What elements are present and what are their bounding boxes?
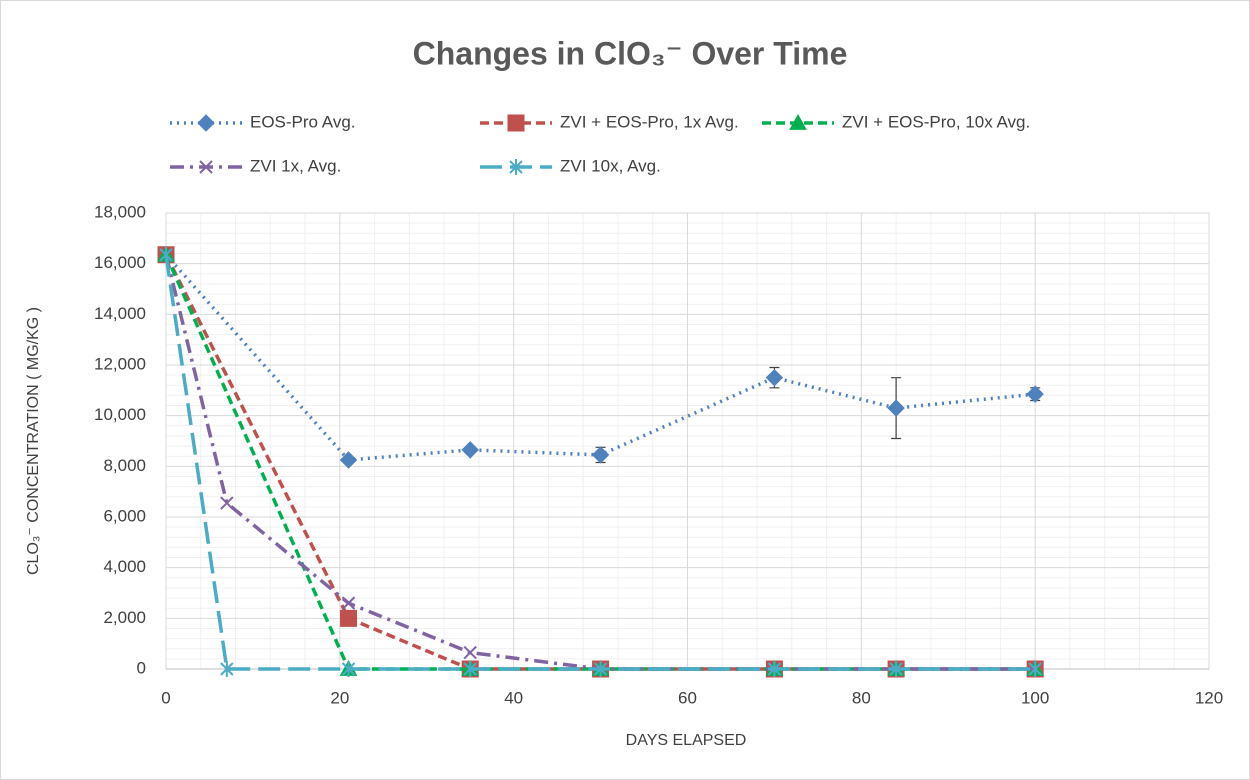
legend-marker <box>197 114 215 132</box>
marker <box>159 246 173 263</box>
marker <box>593 661 608 677</box>
marker <box>220 496 234 510</box>
x-tick-label: 0 <box>161 688 170 707</box>
x-tick-label: 100 <box>1021 688 1049 707</box>
x-tick-label: 20 <box>330 688 349 707</box>
legend-label: ZVI 1x, Avg. <box>250 156 341 175</box>
marker <box>341 596 356 610</box>
legend-label: EOS-Pro Avg. <box>250 112 356 131</box>
marker <box>461 441 479 459</box>
x-tick-label: 80 <box>852 688 871 707</box>
marker <box>220 661 234 677</box>
chart-title: Changes in ClO₃⁻ Over Time <box>413 35 848 71</box>
marker <box>339 451 358 469</box>
marker <box>1028 661 1042 677</box>
legend-label: ZVI 10x, Avg. <box>560 156 661 175</box>
x-tick-label: 60 <box>678 688 697 707</box>
marker <box>887 399 905 417</box>
legend-label: ZVI + EOS-Pro, 1x Avg. <box>560 112 739 131</box>
y-axis-title: CLO₃⁻ CONCENTRATION ( MG/KG ) <box>25 307 42 575</box>
y-tick-label: 0 <box>137 658 146 677</box>
legend-label: ZVI + EOS-Pro, 10x Avg. <box>842 112 1030 131</box>
marker <box>463 661 477 677</box>
marker <box>1026 385 1044 403</box>
legend-marker <box>199 160 213 174</box>
marker <box>341 661 356 677</box>
y-tick-label: 12,000 <box>94 354 146 373</box>
marker <box>767 661 782 677</box>
y-tick-label: 2,000 <box>103 608 146 627</box>
series-line <box>164 254 1036 671</box>
x-axis-title: DAYS ELAPSED <box>626 732 747 749</box>
y-tick-label: 16,000 <box>94 253 146 272</box>
x-tick-label: 40 <box>504 688 523 707</box>
marker <box>889 661 903 677</box>
legend-marker <box>789 113 807 130</box>
y-tick-label: 18,000 <box>94 202 146 221</box>
legend-marker <box>507 114 525 132</box>
y-tick-label: 6,000 <box>103 506 146 525</box>
marker <box>765 368 784 387</box>
legend-marker <box>509 159 523 175</box>
y-tick-label: 10,000 <box>94 405 146 424</box>
y-tick-label: 8,000 <box>103 456 146 475</box>
series-line <box>164 254 1036 671</box>
y-tick-label: 14,000 <box>94 304 146 323</box>
marker <box>591 446 610 464</box>
marker <box>463 645 477 660</box>
marker <box>340 609 358 627</box>
x-tick-label: 120 <box>1195 688 1223 707</box>
y-tick-label: 4,000 <box>103 557 146 576</box>
